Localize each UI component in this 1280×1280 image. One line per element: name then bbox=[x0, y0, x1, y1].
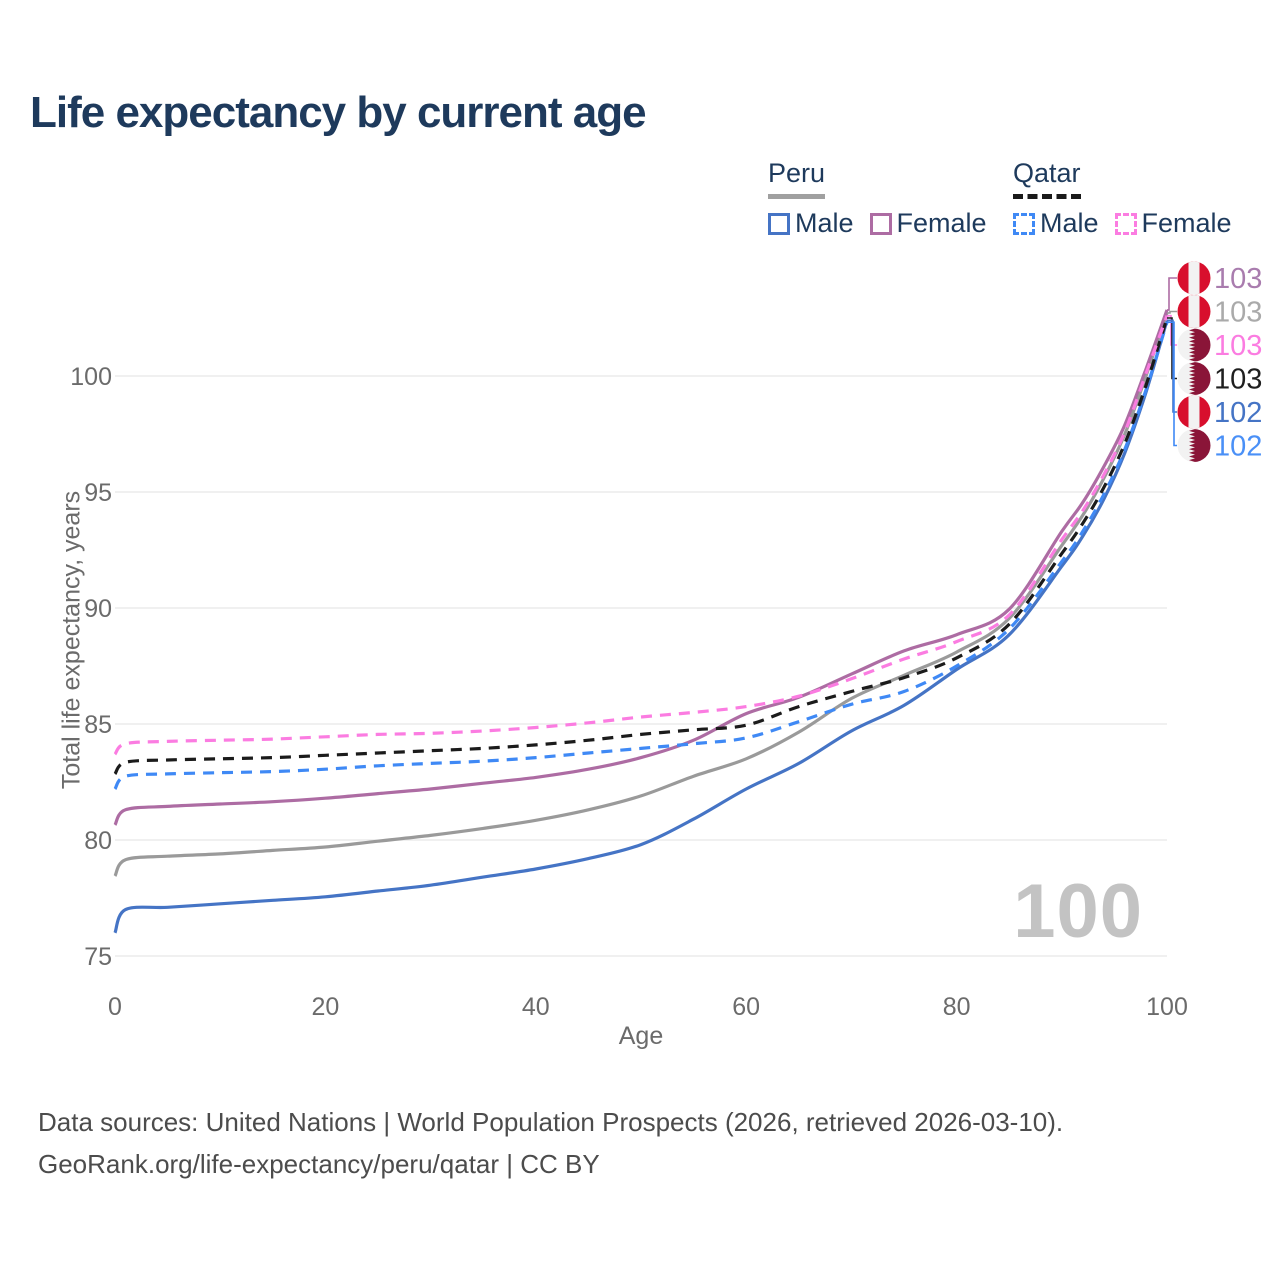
footer: Data sources: United Nations | World Pop… bbox=[38, 1102, 1063, 1185]
series-line-peru-both-sexes bbox=[113, 312, 1169, 877]
x-axis-title: Age bbox=[618, 1022, 664, 1050]
legend-item-qatar-male: Male bbox=[1013, 208, 1099, 239]
end-label-value: 102 bbox=[1214, 397, 1262, 429]
page-title: Life expectancy by current age bbox=[30, 88, 647, 137]
footer-sources-line: Data sources: United Nations | World Pop… bbox=[38, 1107, 1064, 1137]
qatar-flag-icon bbox=[1177, 328, 1211, 362]
legend-item-qatar-female: Female bbox=[1114, 208, 1232, 239]
end-label-connector bbox=[1167, 321, 1177, 447]
y-tick-label: 90 bbox=[84, 595, 112, 623]
end-label-connector bbox=[1167, 317, 1177, 380]
x-tick-label: 60 bbox=[732, 993, 760, 1021]
series-line-peru-male bbox=[113, 319, 1169, 934]
legend-item-label: Male bbox=[1040, 208, 1099, 238]
series-line-qatar-male bbox=[113, 321, 1169, 791]
peru-male-swatch-icon bbox=[768, 212, 790, 235]
legend-heading-qatar: Qatar bbox=[1013, 158, 1081, 199]
y-tick-label: 95 bbox=[84, 479, 112, 507]
x-tick-label: 0 bbox=[108, 993, 122, 1021]
x-tick-label: 20 bbox=[311, 993, 339, 1021]
y-tick-label: 100 bbox=[70, 363, 112, 391]
end-label-value: 103 bbox=[1214, 330, 1262, 362]
peru-flag-icon bbox=[1177, 295, 1211, 328]
end-label-connector bbox=[1167, 319, 1177, 413]
legend-items-qatar: Male Female bbox=[1013, 208, 1248, 239]
qatar-flag-icon bbox=[1177, 429, 1211, 462]
legend-heading-peru: Peru bbox=[768, 158, 826, 199]
x-tick-label: 80 bbox=[943, 993, 971, 1021]
series-line-qatar-female bbox=[113, 315, 1169, 756]
y-tick-label: 80 bbox=[84, 827, 112, 855]
legend-item-label: Female bbox=[1141, 208, 1232, 238]
end-label-connector bbox=[1167, 277, 1177, 311]
legend-group-peru: Peru Male Female bbox=[768, 158, 1003, 239]
legend-item-peru-female: Female bbox=[869, 208, 987, 239]
legend-item-peru-male: Male bbox=[768, 208, 854, 239]
peru-flag-icon bbox=[1177, 395, 1211, 429]
end-label-value: 102 bbox=[1214, 431, 1262, 463]
end-label-value: 103 bbox=[1214, 263, 1262, 295]
legend-item-label: Male bbox=[795, 208, 854, 238]
legend-item-label: Female bbox=[896, 208, 987, 238]
qatar-male-swatch-icon bbox=[1013, 212, 1035, 235]
age-watermark: 100 bbox=[1013, 869, 1143, 954]
legend-group-qatar: Qatar Male Female bbox=[1013, 158, 1248, 239]
series-line-peru-female bbox=[113, 309, 1169, 826]
end-label-connector bbox=[1167, 310, 1177, 314]
peru-female-swatch-icon bbox=[869, 212, 892, 235]
qatar-female-swatch-icon bbox=[1114, 212, 1137, 235]
x-tick-label: 40 bbox=[522, 993, 550, 1021]
peru-flag-icon bbox=[1177, 261, 1211, 295]
y-tick-label: 85 bbox=[84, 711, 112, 739]
y-tick-label: 75 bbox=[84, 943, 112, 971]
series-line-qatar-both-sexes bbox=[113, 317, 1169, 775]
footer-attribution-line: GeoRank.org/life-expectancy/peru/qatar |… bbox=[38, 1148, 600, 1179]
end-label-value: 103 bbox=[1214, 297, 1262, 329]
legend-items-peru: Male Female bbox=[768, 208, 1003, 239]
qatar-flag-icon bbox=[1177, 362, 1211, 395]
x-tick-label: 100 bbox=[1146, 993, 1188, 1021]
end-label-value: 103 bbox=[1214, 364, 1262, 396]
